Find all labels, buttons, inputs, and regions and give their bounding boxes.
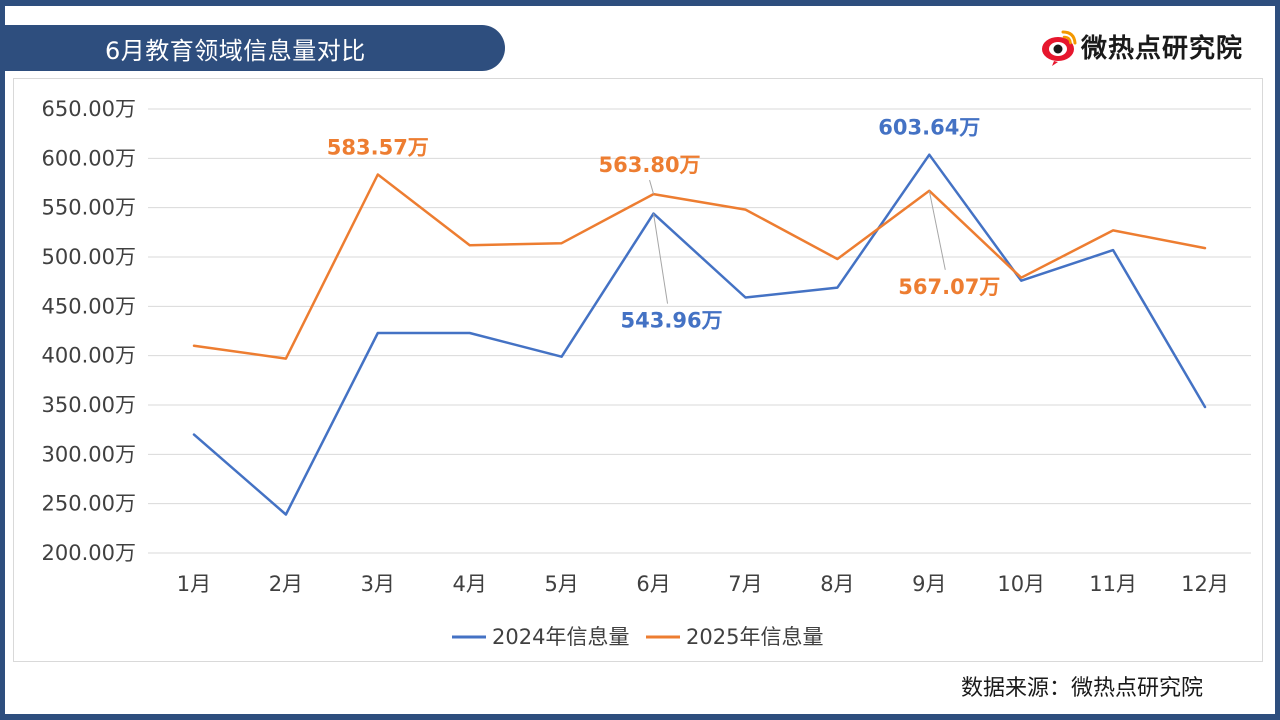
data-label: 567.07万 (898, 275, 1000, 299)
y-tick-label: 450.00万 (42, 294, 136, 318)
title-banner: 6月教育领域信息量对比 (5, 25, 505, 71)
y-tick-label: 400.00万 (42, 344, 136, 368)
y-tick-label: 200.00万 (42, 541, 136, 565)
weibo-eye-icon (1041, 30, 1077, 66)
y-tick-label: 550.00万 (42, 196, 136, 220)
y-tick-label: 500.00万 (42, 245, 136, 269)
brand-name: 微热点研究院 (1080, 33, 1243, 64)
annotation-leader (649, 179, 655, 195)
y-tick-label: 600.00万 (42, 146, 136, 170)
annotation-leader (928, 190, 946, 270)
annotation-leader (653, 213, 669, 304)
x-tick-label: 8月 (820, 572, 854, 596)
x-tick-label: 7月 (728, 572, 762, 596)
x-tick-label: 9月 (912, 572, 946, 596)
y-tick-label: 300.00万 (42, 442, 136, 466)
brand: 微热点研究院 (1039, 26, 1243, 66)
y-tick-label: 650.00万 (42, 97, 136, 121)
y-tick-label: 350.00万 (42, 393, 136, 417)
data-label: 603.64万 (878, 116, 980, 140)
data-source: 数据来源：微热点研究院 (960, 676, 1203, 701)
slide: 6月教育领域信息量对比 微热点研究院 200.00万 250.00万 300.00万… (5, 6, 1275, 714)
series-line-2025 (192, 173, 1207, 360)
x-tick-label: 3月 (361, 572, 395, 596)
x-tick-label: 6月 (636, 572, 670, 596)
page-title: 6月教育领域信息量对比 (105, 36, 366, 65)
data-label: 563.80万 (599, 153, 701, 177)
data-label: 543.96万 (621, 309, 723, 333)
x-tick-label: 11月 (1089, 572, 1137, 596)
x-tick-label: 5月 (544, 572, 578, 596)
x-tick-label: 10月 (997, 572, 1045, 596)
series-line-2024 (192, 153, 1207, 516)
x-tick-label: 1月 (177, 572, 211, 596)
legend-label: 2025年信息量 (686, 625, 823, 649)
x-tick-label: 12月 (1181, 572, 1229, 596)
x-tick-label: 4月 (453, 572, 487, 596)
line-chart: 200.00万 250.00万 300.00万 350.00万 400.00万 450.0… (42, 97, 1251, 649)
legend-label: 2024年信息量 (492, 625, 629, 649)
x-tick-label: 2月 (269, 572, 303, 596)
y-tick-label: 250.00万 (42, 492, 136, 516)
data-label: 583.57万 (327, 136, 429, 160)
chart-frame: 200.00万 250.00万 300.00万 350.00万 400.00万 450.0… (13, 78, 1263, 662)
